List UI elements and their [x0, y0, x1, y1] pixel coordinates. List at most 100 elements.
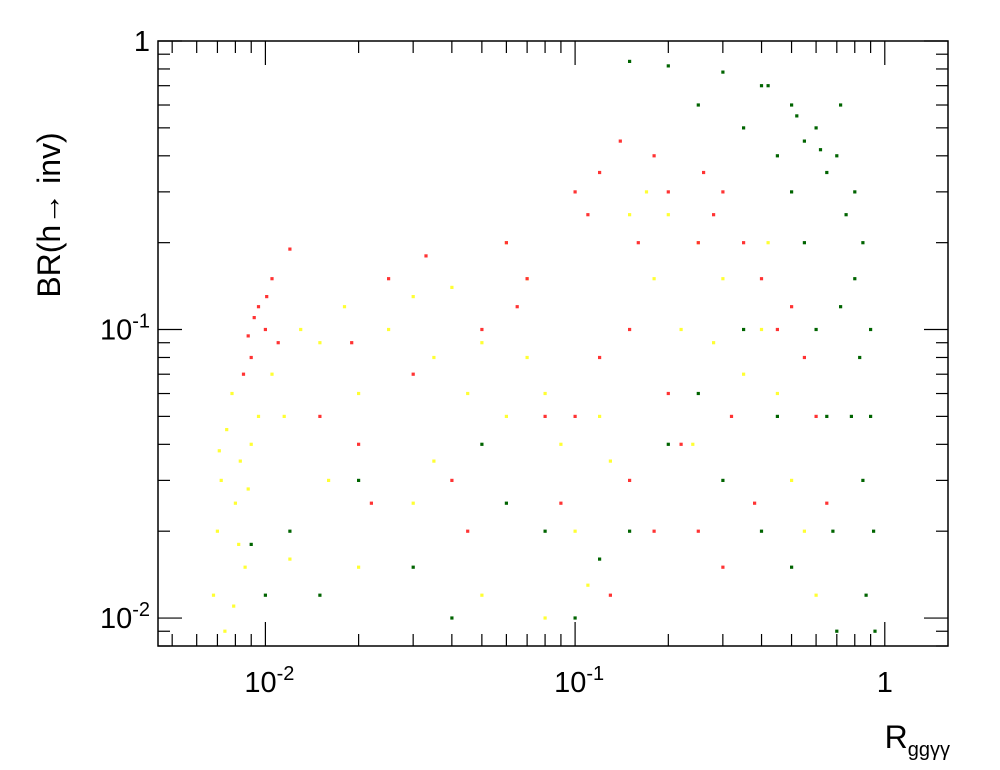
data-point — [387, 327, 391, 332]
data-point — [818, 148, 823, 152]
data-point — [742, 126, 746, 130]
data-point — [721, 70, 725, 74]
data-point — [835, 629, 839, 633]
data-point — [573, 616, 577, 620]
data-point — [759, 84, 764, 88]
data-point — [652, 529, 656, 533]
data-point — [696, 241, 700, 245]
data-point — [853, 277, 857, 281]
data-point — [598, 355, 602, 360]
data-point — [450, 616, 454, 620]
data-point — [256, 414, 261, 418]
x-tick-label: 10-2 — [244, 663, 294, 699]
data-point — [628, 327, 632, 332]
data-point — [802, 529, 806, 533]
data-point — [666, 64, 670, 68]
plot-frame — [157, 40, 949, 647]
data-point — [753, 501, 757, 505]
data-point — [270, 372, 274, 376]
data-point — [802, 241, 806, 245]
data-point — [712, 213, 716, 217]
data-point — [872, 529, 876, 533]
data-point — [543, 414, 547, 418]
data-point — [790, 478, 794, 482]
data-point — [318, 341, 322, 345]
data-point — [691, 442, 695, 446]
data-point — [515, 305, 519, 309]
data-point — [504, 414, 508, 418]
x-axis-label-main: R — [885, 719, 908, 755]
data-point — [504, 501, 508, 505]
data-point — [598, 414, 602, 418]
data-point — [729, 414, 734, 418]
x-tick-label: 1 — [877, 667, 893, 699]
data-point — [357, 391, 361, 396]
y-axis-label: BR(h→ inv) — [31, 132, 67, 297]
data-point — [411, 501, 415, 505]
data-point — [276, 341, 280, 345]
data-point — [790, 190, 794, 194]
data-point — [652, 277, 656, 281]
data-point — [628, 213, 632, 217]
data-point — [766, 241, 770, 245]
data-point — [742, 241, 746, 245]
data-point — [849, 414, 853, 418]
data-point — [628, 529, 632, 533]
x-axis-label: Rggγγ — [885, 719, 950, 761]
data-point — [721, 277, 725, 281]
data-point — [869, 414, 873, 418]
data-point — [237, 542, 241, 546]
data-point — [864, 593, 868, 597]
data-point — [223, 629, 227, 633]
data-point — [243, 565, 247, 569]
data-point — [825, 170, 829, 175]
data-point — [608, 459, 612, 463]
data-point — [480, 341, 484, 345]
data-point — [775, 414, 779, 418]
data-point — [246, 334, 250, 338]
data-point — [249, 542, 253, 546]
data-point — [525, 355, 529, 360]
data-point — [825, 414, 829, 418]
data-point — [666, 190, 670, 194]
data-point — [775, 391, 779, 396]
data-point — [814, 414, 818, 418]
data-point — [357, 478, 361, 482]
data-point — [666, 391, 670, 396]
data-point — [543, 616, 547, 620]
y-tick-label: 1 — [134, 26, 150, 58]
data-point — [432, 355, 436, 360]
data-point — [790, 305, 794, 309]
x-axis-label-sub: ggγγ — [908, 739, 950, 761]
data-point — [573, 529, 577, 533]
data-point — [628, 59, 632, 63]
y-tick-label: 10-2 — [100, 599, 150, 635]
data-point — [288, 529, 292, 533]
series-3 — [249, 59, 877, 633]
data-point — [256, 305, 261, 309]
data-point — [873, 629, 877, 633]
data-point — [831, 529, 835, 533]
data-point — [573, 414, 577, 418]
data-point — [246, 487, 250, 491]
data-point — [598, 170, 602, 175]
data-point — [357, 565, 361, 569]
series-2 — [241, 139, 829, 597]
data-point — [270, 277, 274, 281]
data-point — [559, 501, 563, 505]
data-point — [211, 593, 216, 597]
data-point — [263, 593, 267, 597]
data-point — [466, 529, 470, 533]
data-point — [608, 593, 612, 597]
data-point — [249, 355, 253, 360]
data-point — [318, 593, 322, 597]
data-point — [802, 139, 806, 143]
data-point — [241, 372, 246, 376]
data-point — [853, 190, 857, 194]
data-point — [411, 295, 415, 299]
data-point — [636, 241, 640, 245]
data-point — [282, 414, 286, 418]
data-point — [318, 414, 322, 418]
data-point — [480, 327, 484, 332]
